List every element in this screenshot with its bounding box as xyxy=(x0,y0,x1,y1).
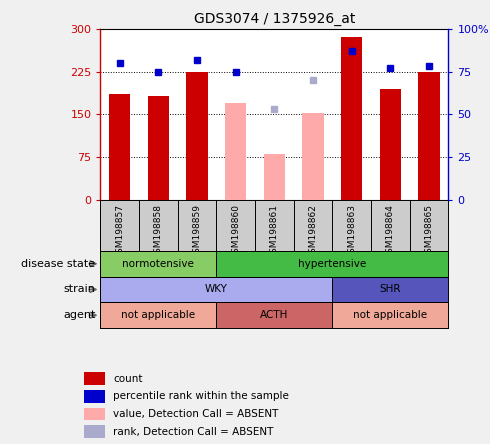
Text: rank, Detection Call = ABSENT: rank, Detection Call = ABSENT xyxy=(113,427,273,437)
Text: GSM198858: GSM198858 xyxy=(154,204,163,259)
Text: percentile rank within the sample: percentile rank within the sample xyxy=(113,391,289,401)
Text: value, Detection Call = ABSENT: value, Detection Call = ABSENT xyxy=(113,409,279,419)
Bar xyxy=(217,251,448,277)
Bar xyxy=(217,302,332,328)
Bar xyxy=(100,251,217,277)
Text: not applicable: not applicable xyxy=(353,310,427,320)
Text: GSM198859: GSM198859 xyxy=(193,204,201,259)
Bar xyxy=(332,302,448,328)
Bar xyxy=(100,277,332,302)
Bar xyxy=(341,37,362,200)
Text: GSM198864: GSM198864 xyxy=(386,204,395,259)
Bar xyxy=(418,71,440,200)
Bar xyxy=(100,302,217,328)
Text: not applicable: not applicable xyxy=(122,310,196,320)
Bar xyxy=(109,95,130,200)
Bar xyxy=(84,408,105,420)
Bar xyxy=(225,103,246,200)
Text: strain: strain xyxy=(64,285,96,294)
Text: normotensive: normotensive xyxy=(122,259,195,269)
Bar xyxy=(187,71,208,200)
Bar xyxy=(302,113,324,200)
Title: GDS3074 / 1375926_at: GDS3074 / 1375926_at xyxy=(194,12,355,27)
Text: GSM198861: GSM198861 xyxy=(270,204,279,259)
Text: WKY: WKY xyxy=(205,285,228,294)
Text: hypertensive: hypertensive xyxy=(298,259,367,269)
Text: GSM198862: GSM198862 xyxy=(309,204,318,259)
Text: GSM198863: GSM198863 xyxy=(347,204,356,259)
Text: SHR: SHR xyxy=(380,285,401,294)
Text: GSM198865: GSM198865 xyxy=(424,204,434,259)
Bar xyxy=(148,95,169,200)
Bar xyxy=(332,277,448,302)
Bar xyxy=(84,390,105,403)
Bar xyxy=(84,372,105,385)
Bar xyxy=(84,425,105,438)
Text: agent: agent xyxy=(63,310,96,320)
Text: GSM198860: GSM198860 xyxy=(231,204,240,259)
Text: ACTH: ACTH xyxy=(260,310,289,320)
Text: GSM198857: GSM198857 xyxy=(115,204,124,259)
Text: disease state: disease state xyxy=(22,259,96,269)
Bar xyxy=(380,89,401,200)
Text: count: count xyxy=(113,373,143,384)
Bar xyxy=(264,154,285,200)
